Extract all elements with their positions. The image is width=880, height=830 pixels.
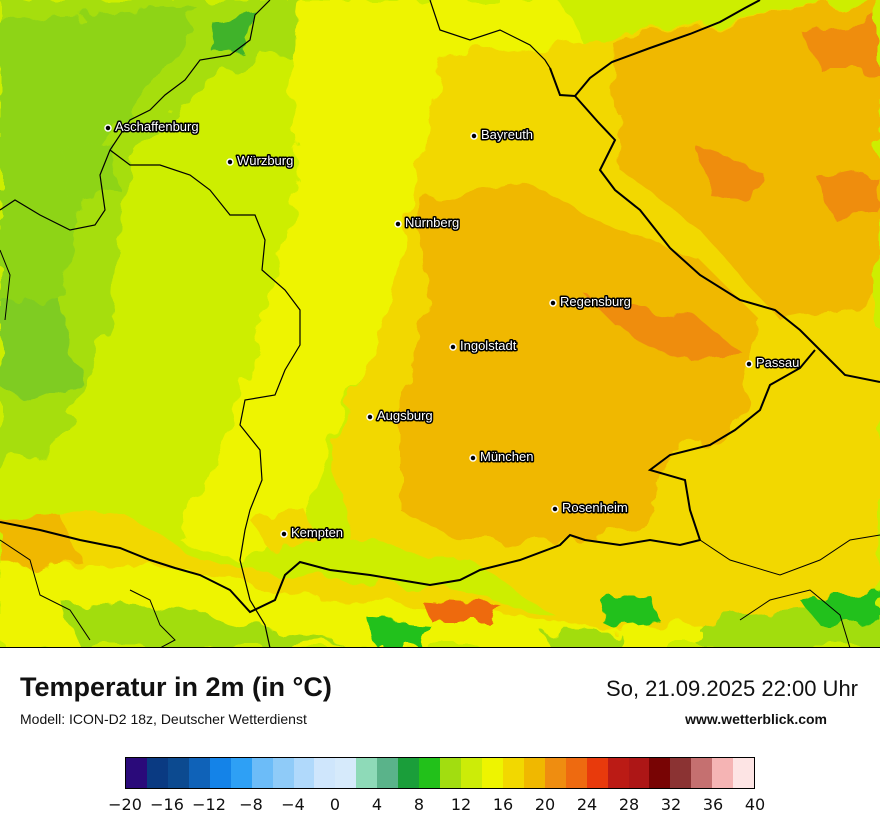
forecast-datetime: So, 21.09.2025 22:00 Uhr — [606, 676, 858, 701]
city-dot-bayreuth — [470, 132, 478, 140]
website-link[interactable]: www.wetterblick.com — [685, 711, 827, 727]
city-label-augsburg: Augsburg — [377, 408, 433, 423]
legend-swatch — [712, 758, 734, 788]
map-canvas: Aschaffenburg Würzburg Bayreuth Nürnberg Reg… — [0, 0, 880, 647]
borders — [0, 0, 880, 647]
legend-swatch — [440, 758, 461, 788]
city-dot-muenchen — [469, 454, 477, 462]
legend-tick-label: 0 — [329, 795, 341, 814]
legend-swatch — [126, 758, 147, 788]
city-label-rosenheim: Rosenheim — [562, 500, 628, 515]
legend-tick-label: −8 — [239, 795, 263, 814]
city-dot-aschaffenburg — [104, 124, 112, 132]
model-info: Modell: ICON-D2 18z, Deutscher Wetterdie… — [20, 711, 307, 727]
legend-tick-label: 8 — [413, 795, 425, 814]
city-label-aschaffenburg: Aschaffenburg — [115, 119, 199, 134]
legend-swatch — [628, 758, 650, 788]
legend-tick-label: −12 — [192, 795, 226, 814]
legend-swatch — [209, 758, 231, 788]
legend-tick-label: 28 — [618, 795, 640, 814]
legend-ticks: −20 −16 −12 −8 −4 0 4 8 12 16 20 24 28 32 36 40 — [108, 795, 765, 817]
legend-tick-label: 12 — [450, 795, 472, 814]
legend-tick-label: 16 — [492, 795, 514, 814]
legend-swatch — [419, 758, 441, 788]
legend-swatch — [649, 758, 671, 788]
legend-swatch — [272, 758, 294, 788]
legend-swatch — [544, 758, 566, 788]
legend-tick-label: 40 — [744, 795, 766, 814]
city-dot-wuerzburg — [226, 158, 234, 166]
city-label-ingolstadt: Ingolstadt — [460, 338, 517, 353]
legend-swatch — [188, 758, 210, 788]
legend-swatch — [670, 758, 692, 788]
color-legend — [125, 757, 755, 789]
legend-tick-label: 4 — [371, 795, 383, 814]
city-markers: Aschaffenburg Würzburg Bayreuth Nürnberg Reg… — [104, 118, 801, 542]
city-dot-augsburg — [366, 413, 374, 421]
city-label-passau: Passau — [756, 355, 799, 370]
legend-swatch — [607, 758, 629, 788]
city-label-regensburg: Regensburg — [560, 294, 631, 309]
legend-swatch — [461, 758, 482, 788]
legend-swatch — [293, 758, 315, 788]
city-dot-rosenheim — [551, 505, 559, 513]
legend-swatch — [502, 758, 524, 788]
legend-swatch — [377, 758, 399, 788]
legend-tick-label: −16 — [150, 795, 184, 814]
city-dot-kempten — [280, 530, 288, 538]
legend-swatch — [167, 758, 189, 788]
legend-tick-label: 36 — [702, 795, 724, 814]
legend-swatch — [565, 758, 587, 788]
map-title: Temperatur in 2m (in °C) — [20, 672, 332, 702]
legend-swatch — [733, 758, 755, 788]
city-label-wuerzburg: Würzburg — [237, 153, 293, 168]
city-label-bayreuth: Bayreuth — [481, 127, 533, 142]
legend-swatch — [146, 758, 168, 788]
legend-swatch — [230, 758, 252, 788]
city-label-kempten: Kempten — [291, 525, 343, 540]
legend-tick-label: 20 — [534, 795, 556, 814]
legend-swatch — [335, 758, 357, 788]
legend-swatch — [586, 758, 608, 788]
city-dot-nuernberg — [394, 220, 402, 228]
city-dot-regensburg — [549, 299, 557, 307]
city-label-nuernberg: Nürnberg — [405, 215, 459, 230]
legend-swatch — [481, 758, 503, 788]
legend-swatch — [356, 758, 378, 788]
legend-tick-label: 24 — [576, 795, 598, 814]
legend-swatch — [314, 758, 336, 788]
temperature-map: Aschaffenburg Würzburg Bayreuth Nürnberg Reg… — [0, 0, 880, 648]
city-label-muenchen: München — [480, 449, 533, 464]
legend-swatch — [398, 758, 420, 788]
city-dot-passau — [745, 360, 753, 368]
legend-swatch — [523, 758, 545, 788]
legend-tick-label: −4 — [281, 795, 305, 814]
legend-swatch — [251, 758, 273, 788]
legend-tick-label: 32 — [660, 795, 682, 814]
legend-tick-label: −20 — [108, 795, 142, 814]
legend-swatch — [691, 758, 713, 788]
city-dot-ingolstadt — [449, 343, 457, 351]
